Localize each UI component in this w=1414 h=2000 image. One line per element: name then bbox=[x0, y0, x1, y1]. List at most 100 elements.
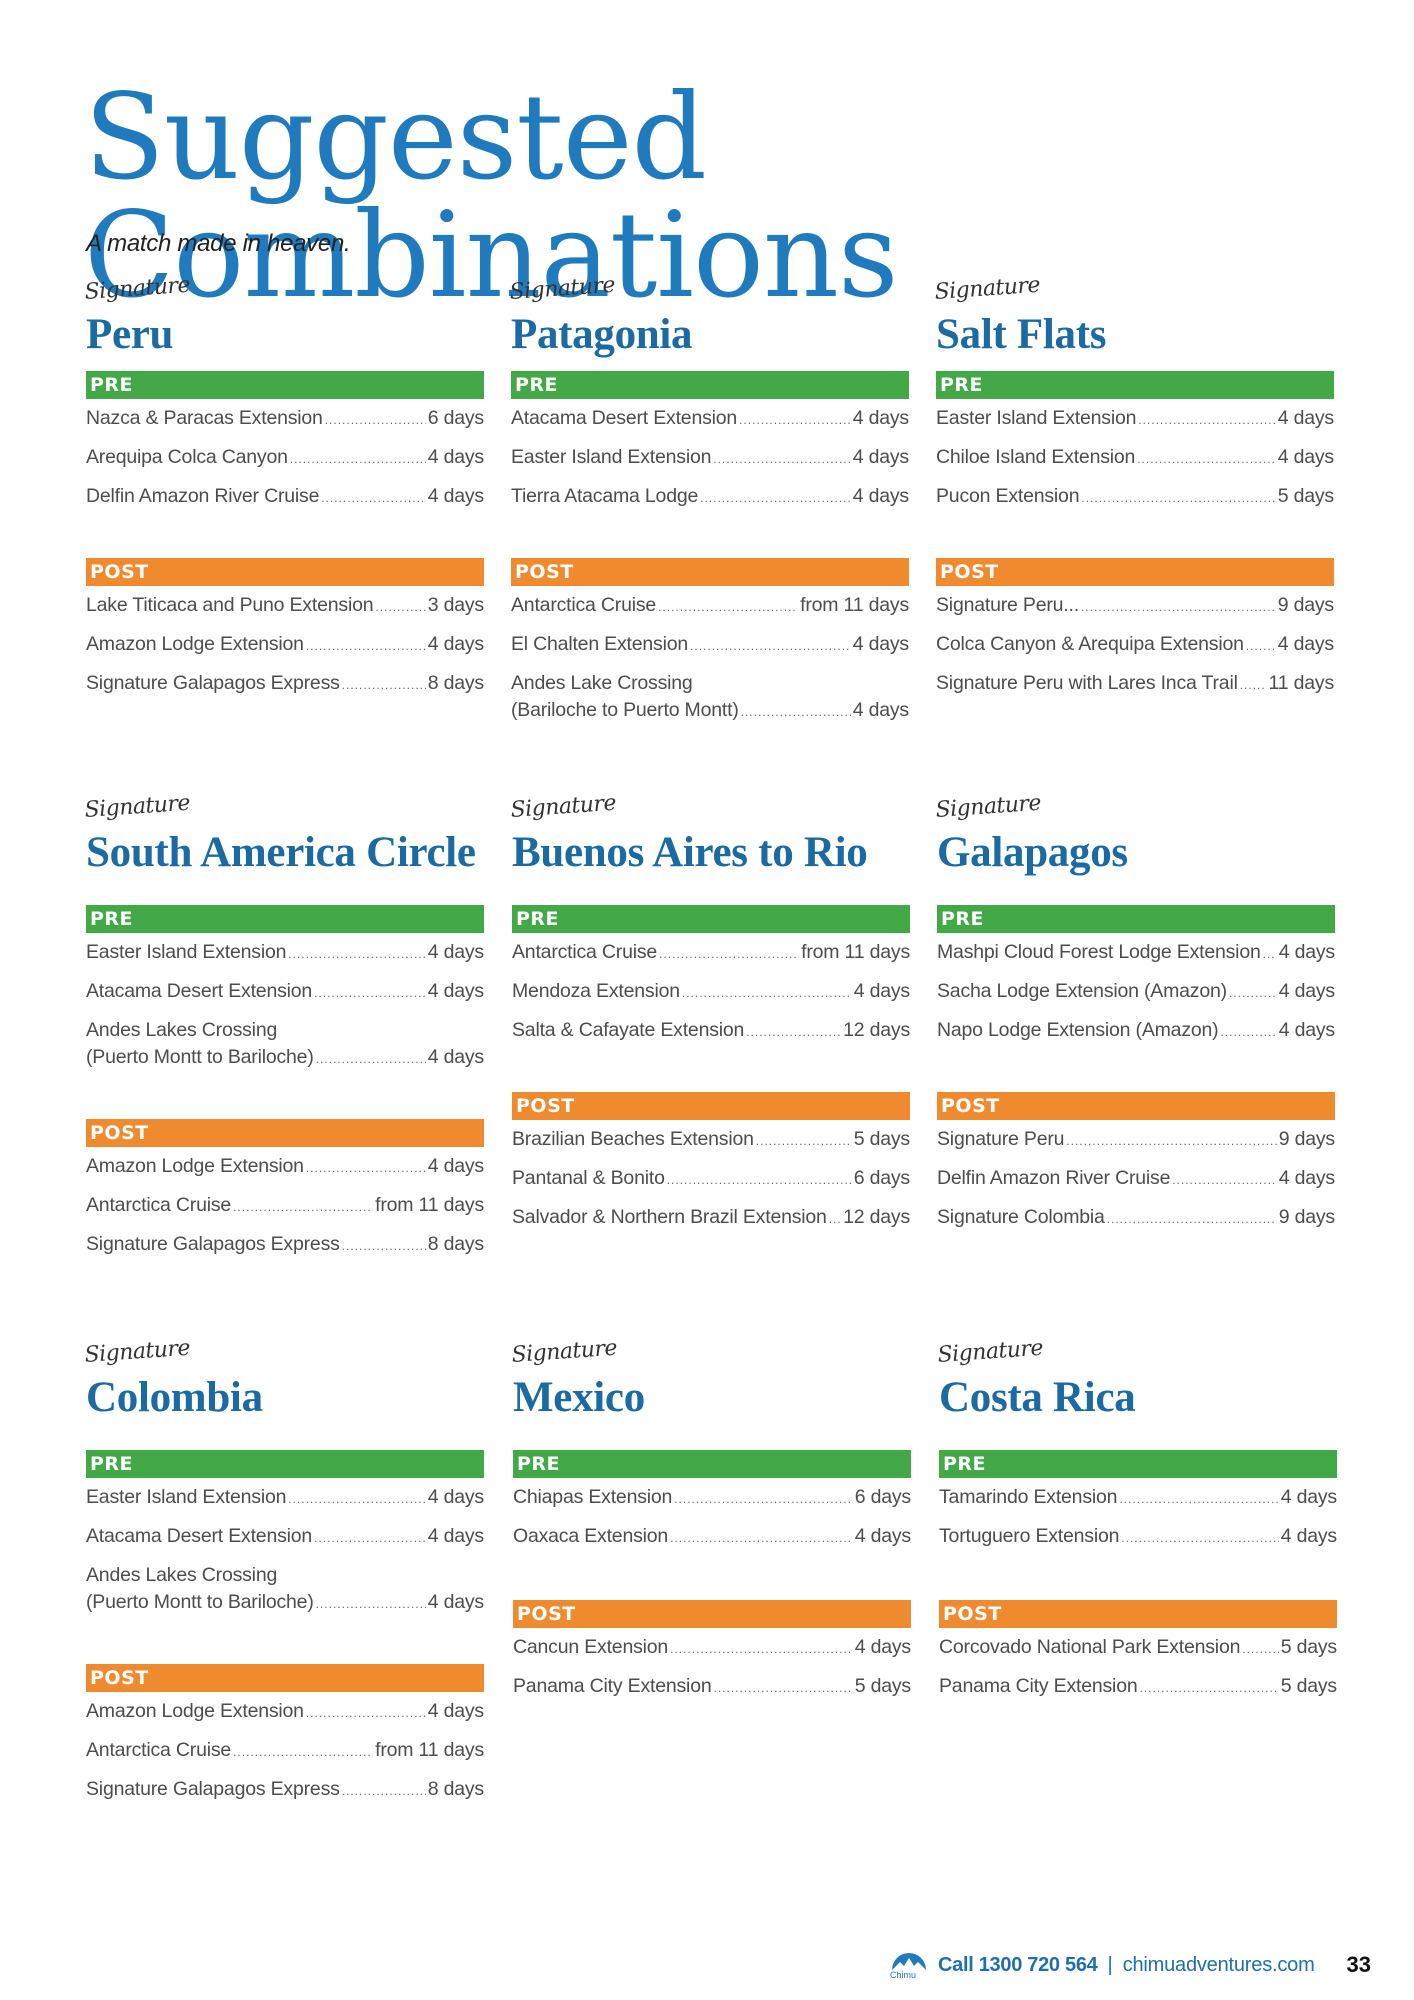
leader-dots bbox=[1139, 1675, 1278, 1702]
card-costa-rica: Signature Costa Rica PRE Tamarindo Exten… bbox=[937, 1336, 1337, 1712]
item-duration: 4 days bbox=[1280, 1486, 1337, 1509]
item-duration: 5 days bbox=[1280, 1636, 1337, 1659]
item-duration: 5 days bbox=[1277, 485, 1334, 508]
destination-title: Mexico bbox=[513, 1374, 645, 1421]
item-duration: 4 days bbox=[1280, 1525, 1337, 1548]
leader-dots bbox=[314, 1525, 426, 1552]
list-item: Signature Peru with Lares Inca Trail 11 … bbox=[936, 670, 1334, 699]
leader-dots bbox=[670, 1525, 853, 1552]
list-item: Salvador & Northern Brazil Extension 12 … bbox=[512, 1204, 910, 1233]
list-item: Amazon Lodge Extension 4 days bbox=[86, 1153, 484, 1182]
leader-dots bbox=[1081, 485, 1275, 512]
item-name: Brazilian Beaches Extension bbox=[512, 1128, 754, 1151]
pre-list: Antarctica Cruise from 11 days Mendoza E… bbox=[512, 933, 910, 1046]
leader-dots bbox=[316, 1591, 426, 1618]
item-name: Oaxaca Extension bbox=[513, 1525, 669, 1548]
item-duration: 4 days bbox=[1278, 980, 1335, 1003]
signature-script: Signature bbox=[83, 790, 191, 824]
pre-list: Tamarindo Extension 4 days Tortuguero Ex… bbox=[939, 1478, 1337, 1552]
list-item: Oaxaca Extension 4 days bbox=[513, 1523, 911, 1552]
leader-dots bbox=[342, 1778, 426, 1805]
leader-dots bbox=[1107, 1206, 1277, 1233]
list-item: Antarctica Cruise from 11 days bbox=[512, 939, 910, 968]
item-duration: 9 days bbox=[1278, 1128, 1335, 1151]
pre-list: Easter Island Extension 4 days Chiloe Is… bbox=[936, 399, 1334, 512]
item-name: Chiapas Extension bbox=[513, 1486, 673, 1509]
pre-band: PRE bbox=[512, 905, 910, 934]
signature-script: Signature bbox=[936, 1335, 1044, 1369]
item-name: Tierra Atacama Lodge bbox=[511, 485, 699, 508]
item-name: Easter Island Extension bbox=[936, 407, 1137, 430]
post-band: POST bbox=[513, 1600, 911, 1629]
leader-dots bbox=[829, 1206, 841, 1233]
list-item: Chiapas Extension 6 days bbox=[513, 1484, 911, 1513]
pre-list: Chiapas Extension 6 days Oaxaca Extensio… bbox=[513, 1478, 911, 1552]
item-duration: 4 days bbox=[852, 699, 909, 722]
list-item: Antarctica Cruise from 11 days bbox=[86, 1192, 484, 1221]
item-name: Antarctica Cruise bbox=[86, 1194, 232, 1217]
item-duration: from 11 days bbox=[801, 941, 910, 964]
list-item: Atacama Desert Extension 4 days bbox=[86, 1523, 484, 1552]
leader-dots bbox=[325, 407, 426, 434]
pre-band: PRE bbox=[939, 1450, 1337, 1479]
item-duration: 8 days bbox=[427, 1778, 484, 1801]
list-item: Nazca & Paracas Extension 6 days bbox=[86, 405, 484, 434]
item-name: Tamarindo Extension bbox=[939, 1486, 1118, 1509]
destination-title: Patagonia bbox=[511, 311, 693, 358]
leader-dots bbox=[306, 633, 426, 660]
leader-dots bbox=[321, 485, 426, 512]
list-item: Delfin Amazon River Cruise 4 days bbox=[86, 483, 484, 512]
list-item: Signature Peru 9 days bbox=[937, 1126, 1335, 1155]
list-item: Amazon Lodge Extension 4 days bbox=[86, 1698, 484, 1727]
item-name: Amazon Lodge Extension bbox=[86, 633, 304, 656]
card-buenos-aires-to-rio: Signature Buenos Aires to Rio PRE Antarc… bbox=[510, 791, 910, 1243]
list-item: Cancun Extension 4 days bbox=[513, 1634, 911, 1663]
list-item: Panama City Extension 5 days bbox=[513, 1673, 911, 1702]
item-name: Atacama Desert Extension bbox=[86, 1525, 313, 1548]
post-list: Corcovado National Park Extension 5 days… bbox=[939, 1628, 1337, 1702]
leader-dots bbox=[1119, 1486, 1278, 1513]
leader-dots bbox=[746, 1019, 841, 1046]
item-duration: 9 days bbox=[1277, 594, 1334, 617]
leader-dots bbox=[288, 941, 425, 968]
list-item: Mashpi Cloud Forest Lodge Extension 4 da… bbox=[937, 939, 1335, 968]
destination-title: South America Circle bbox=[86, 829, 476, 876]
item-name: Panama City Extension bbox=[939, 1675, 1138, 1698]
item-duration: 4 days bbox=[1277, 407, 1334, 430]
leader-dots bbox=[658, 594, 798, 621]
item-name: Nazca & Paracas Extension bbox=[86, 407, 323, 430]
pre-list: Atacama Desert Extension 4 days Easter I… bbox=[511, 399, 909, 512]
list-item: Signature Peru... 9 days bbox=[936, 592, 1334, 621]
item-name: (Bariloche to Puerto Montt) bbox=[511, 699, 739, 722]
list-item: Signature Colombia 9 days bbox=[937, 1204, 1335, 1233]
pre-band: PRE bbox=[511, 371, 909, 400]
list-item: Salta & Cafayate Extension 12 days bbox=[512, 1017, 910, 1046]
list-item: Sacha Lodge Extension (Amazon) 4 days bbox=[937, 978, 1335, 1007]
destination-title: Buenos Aires to Rio bbox=[512, 829, 868, 876]
pre-list: Mashpi Cloud Forest Lodge Extension 4 da… bbox=[937, 933, 1335, 1046]
leader-dots bbox=[1081, 594, 1276, 621]
item-duration: 6 days bbox=[854, 1486, 911, 1509]
list-item: Amazon Lodge Extension 4 days bbox=[86, 631, 484, 660]
item-duration: 6 days bbox=[427, 407, 484, 430]
list-item: Arequipa Colca Canyon 4 days bbox=[86, 444, 484, 473]
item-duration: 5 days bbox=[1280, 1675, 1337, 1698]
list-item: Easter Island Extension 4 days bbox=[86, 939, 484, 968]
footer-separator: | bbox=[1107, 1953, 1113, 1976]
leader-dots bbox=[674, 1486, 853, 1513]
leader-dots bbox=[1172, 1167, 1277, 1194]
website-link[interactable]: chimuadventures.com bbox=[1122, 1953, 1315, 1976]
item-duration: 4 days bbox=[427, 446, 484, 469]
chimu-logo: Chimu bbox=[890, 1948, 928, 1982]
phone-link[interactable]: Call 1300 720 564 bbox=[938, 1953, 1098, 1976]
item-name: Arequipa Colca Canyon bbox=[86, 446, 288, 469]
signature-script: Signature bbox=[83, 1335, 191, 1369]
leader-dots bbox=[316, 1046, 426, 1073]
item-duration: 4 days bbox=[854, 1636, 911, 1659]
pre-band: PRE bbox=[513, 1450, 911, 1479]
list-item: Chiloe Island Extension 4 days bbox=[936, 444, 1334, 473]
logo-text: Chimu bbox=[890, 1970, 917, 1980]
destination-title: Costa Rica bbox=[939, 1374, 1136, 1421]
list-item: Napo Lodge Extension (Amazon) 4 days bbox=[937, 1017, 1335, 1046]
card-south-america-circle: Signature South America Circle PRE Easte… bbox=[84, 791, 484, 1270]
